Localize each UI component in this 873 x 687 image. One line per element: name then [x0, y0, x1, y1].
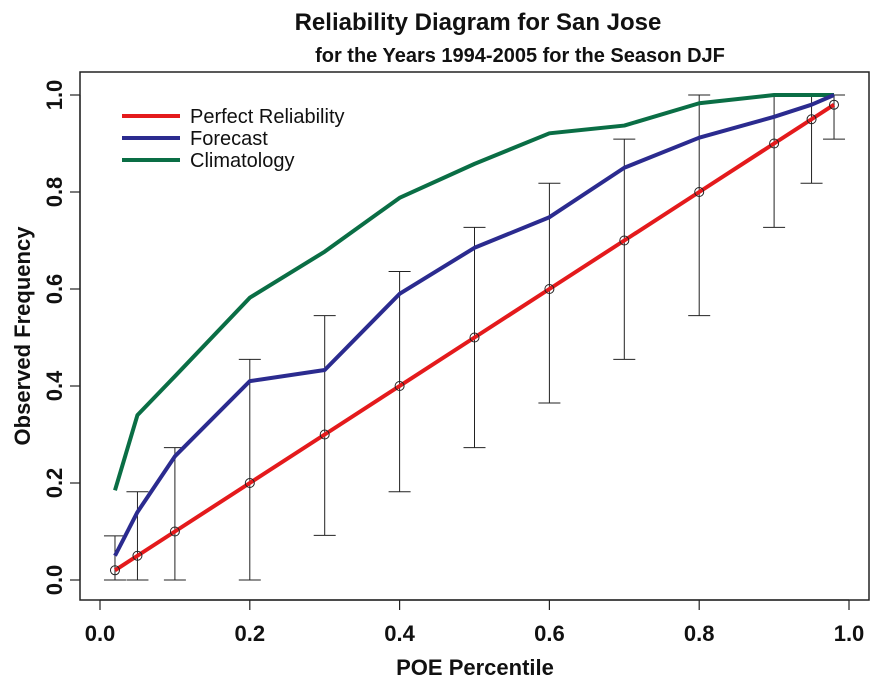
reliability-point: [394, 381, 405, 391]
perfect-reliability-markers: [109, 99, 840, 576]
reliability-point: [319, 429, 330, 440]
x-axis-label: POE Percentile: [396, 655, 554, 680]
y-tick-label: 0.6: [42, 274, 67, 305]
y-tick-label: 0.8: [42, 177, 67, 208]
reliability-point: [619, 235, 630, 246]
reliability-point: [544, 284, 555, 294]
x-tick-label: 0.2: [235, 621, 266, 646]
y-tick-label: 1.0: [42, 80, 67, 111]
x-tick-label: 0.4: [384, 621, 415, 646]
y-axis: 0.0 0.2 0.4 0.6 0.8 1.0: [42, 80, 81, 596]
reliability-point: [132, 550, 143, 561]
reliability-point: [109, 565, 120, 576]
reliability-point: [806, 114, 817, 125]
x-tick-label: 0.6: [534, 621, 565, 646]
y-tick-label: 0.0: [42, 565, 67, 596]
perfect-reliabilityline: [113, 103, 836, 572]
legend-label: Perfect Reliability: [190, 106, 345, 128]
climatologyline: [113, 93, 835, 491]
reliability-point: [769, 138, 780, 149]
series-lines: [113, 93, 836, 572]
x-tick-label: 0.0: [85, 621, 116, 646]
reliability-point: [244, 478, 255, 488]
y-tick-label: 0.2: [42, 468, 67, 499]
y-axis-label: Observed Frequency: [10, 226, 35, 446]
x-axis: 0.0 0.2 0.4 0.6 0.8 1.0: [85, 599, 865, 646]
reliability-point: [469, 332, 480, 343]
forecastline: [113, 93, 835, 557]
y-tick-label: 0.4: [42, 370, 67, 401]
reliability-point: [829, 99, 840, 110]
legend-label: Climatology: [190, 150, 294, 172]
x-tick-label: 1.0: [834, 621, 865, 646]
error-bars: [103, 94, 846, 581]
legend-label: Forecast: [190, 128, 268, 150]
chart-subtitle: for the Years 1994-2005 for the Season D…: [315, 45, 725, 67]
x-tick-label: 0.8: [684, 621, 715, 646]
reliability-point: [694, 187, 705, 197]
chart-title: Reliability Diagram for San Jose: [295, 9, 662, 36]
reliability-point: [169, 526, 180, 537]
